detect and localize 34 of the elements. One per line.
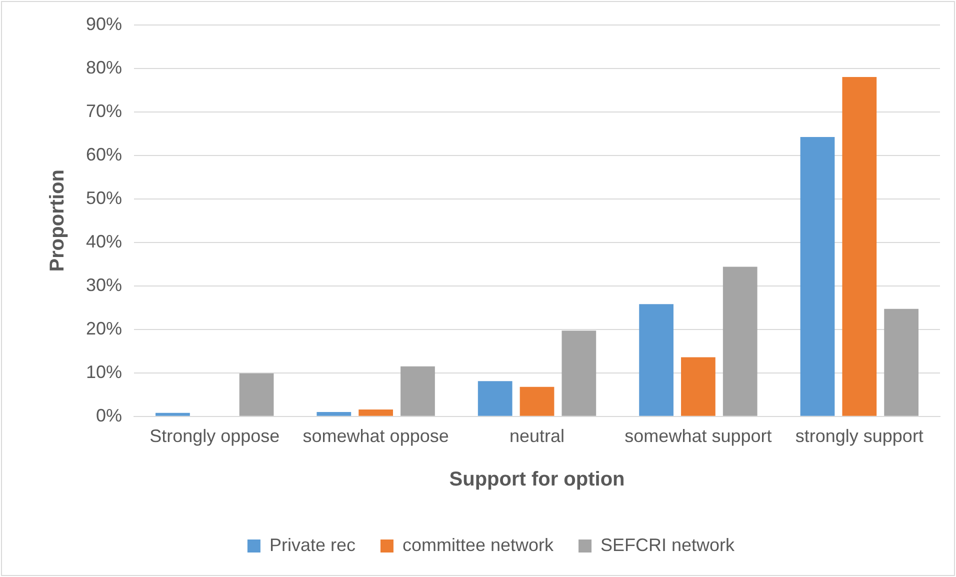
x-tick-label: somewhat support [624, 426, 772, 446]
bar [358, 409, 393, 416]
bar [239, 373, 274, 416]
y-tick-label: 50% [86, 188, 122, 208]
x-tick-label: strongly support [795, 426, 924, 446]
y-axis-title: Proportion [46, 169, 69, 272]
bar [800, 137, 835, 416]
bar [520, 386, 554, 416]
y-tick-label: 60% [86, 144, 122, 164]
y-tick-label: 40% [86, 231, 122, 252]
bar [681, 357, 716, 416]
bar [156, 412, 190, 416]
y-tick-label: 30% [86, 274, 122, 295]
legend-label: Private rec [269, 534, 356, 555]
bar [842, 77, 877, 416]
x-tick-label: Strongly oppose [150, 426, 280, 446]
y-tick-label: 90% [86, 14, 122, 34]
bar [316, 412, 352, 416]
bar [722, 266, 758, 416]
y-tick-label: 20% [86, 318, 122, 338]
bar [562, 330, 596, 416]
y-tick-label: 70% [86, 100, 122, 121]
x-tick-label: neutral [509, 426, 565, 446]
legend-label: committee network [402, 534, 555, 555]
legend-label: SEFCRI network [600, 534, 736, 555]
y-tick-label: 0% [96, 405, 122, 426]
bar [478, 381, 512, 416]
y-tick-label: 10% [86, 362, 122, 382]
x-axis-title: Support for option [449, 468, 625, 491]
y-tick-label: 80% [86, 57, 122, 78]
bar [400, 366, 435, 416]
x-tick-label: somewhat oppose [302, 426, 449, 446]
bar [639, 304, 674, 416]
bar [884, 308, 918, 416]
